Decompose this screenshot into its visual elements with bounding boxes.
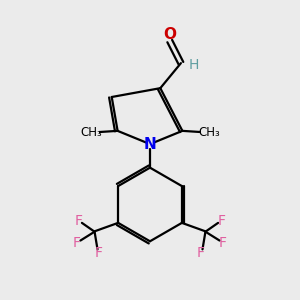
- Text: CH₃: CH₃: [198, 126, 220, 139]
- Text: F: F: [74, 214, 83, 227]
- Text: H: H: [189, 58, 200, 72]
- Text: CH₃: CH₃: [80, 126, 102, 139]
- Text: F: F: [197, 246, 205, 260]
- Text: F: F: [218, 214, 226, 227]
- Bar: [190, 61, 198, 69]
- Bar: [146, 140, 154, 148]
- Text: F: F: [73, 236, 81, 250]
- Text: F: F: [219, 236, 227, 250]
- Text: F: F: [95, 246, 103, 260]
- Text: O: O: [163, 27, 176, 42]
- Bar: [201, 128, 217, 137]
- Bar: [166, 31, 174, 39]
- Text: N: N: [144, 136, 156, 152]
- Bar: [83, 128, 99, 137]
